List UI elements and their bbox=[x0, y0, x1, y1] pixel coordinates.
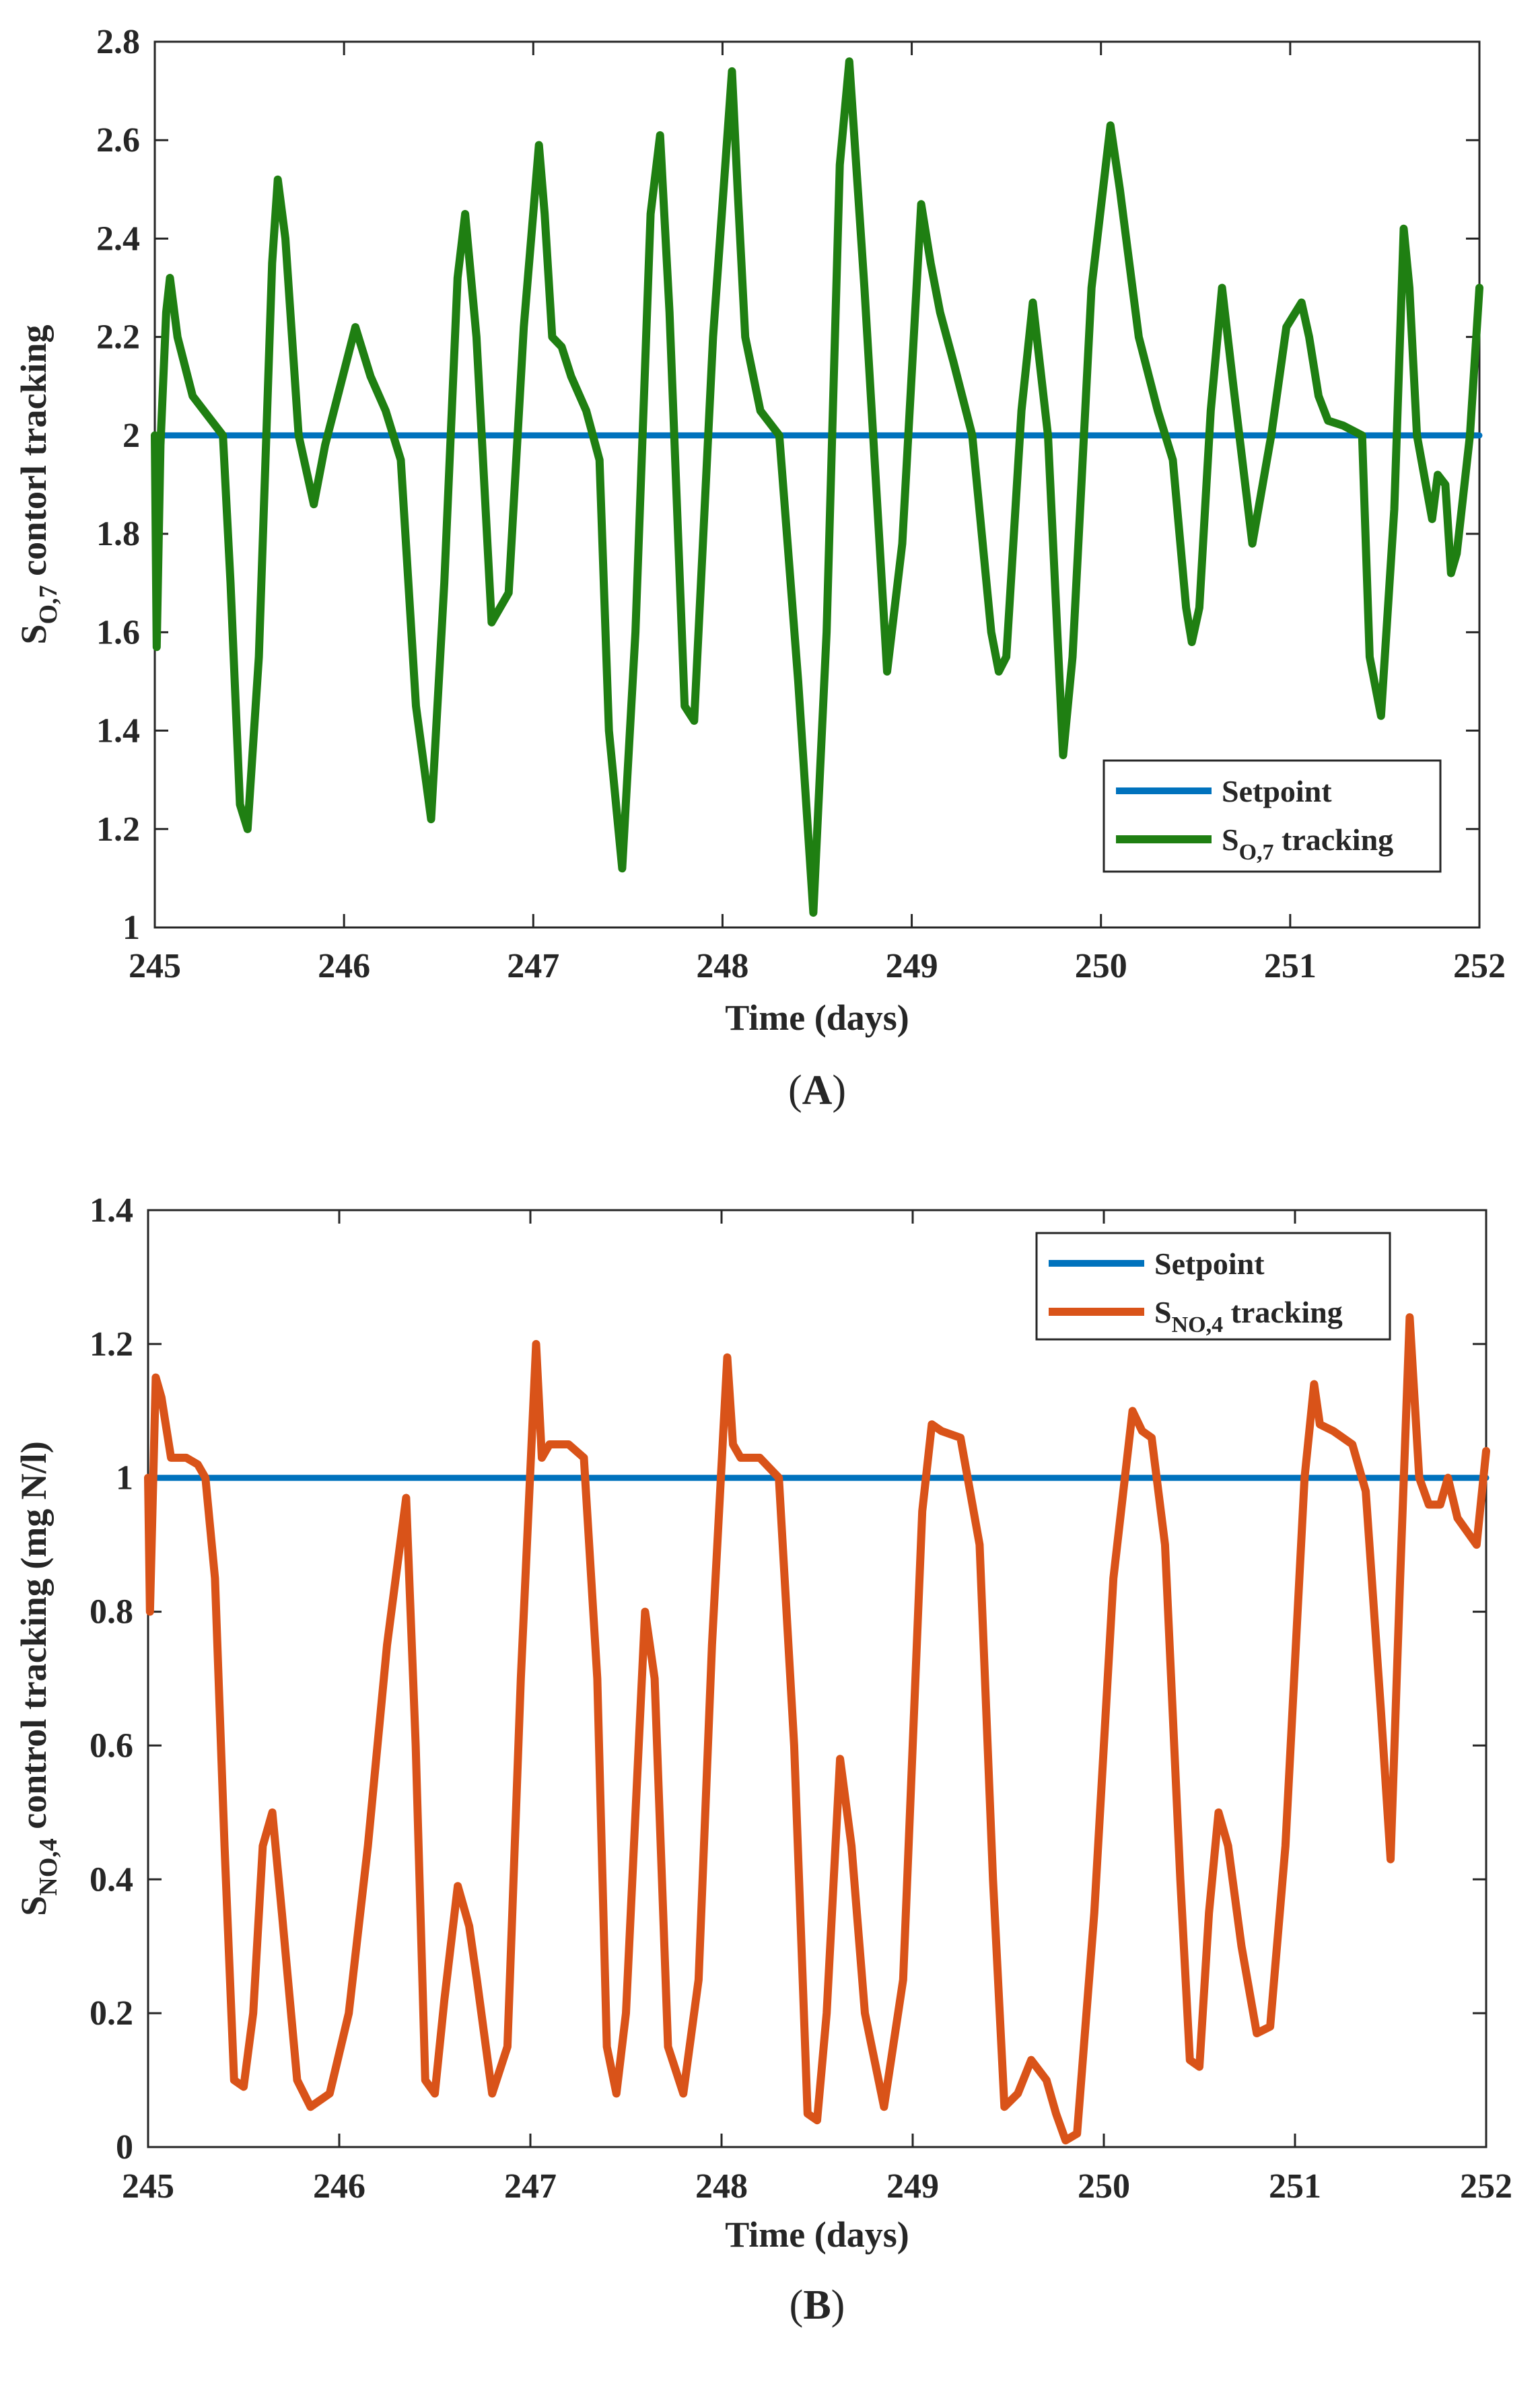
y-axis-label-rest: control tracking (mg N/l) bbox=[13, 1441, 54, 1838]
y-tick-label: 0 bbox=[116, 2128, 133, 2167]
caption-paren-close: ) bbox=[831, 2282, 845, 2328]
y-tick-label: 1.6 bbox=[96, 613, 140, 652]
x-tick-label: 247 bbox=[504, 2167, 557, 2206]
series-line-tracking bbox=[151, 57, 1483, 917]
x-tick-label: 247 bbox=[507, 947, 559, 985]
caption-label: B bbox=[803, 2282, 831, 2328]
y-tick-label: 0.8 bbox=[90, 1593, 133, 1631]
series-line-tracking bbox=[144, 1313, 1490, 2145]
caption-label: A bbox=[802, 1067, 833, 1113]
y-tick-label: 2.6 bbox=[96, 121, 140, 160]
legend-entry-sub: NO,4 bbox=[1172, 1312, 1224, 1337]
y-axis-label-main: S bbox=[13, 1896, 54, 1916]
legend-entry-main: S bbox=[1222, 822, 1239, 857]
legend-box bbox=[1102, 759, 1442, 873]
legend-entry-label: Setpoint bbox=[1222, 774, 1332, 808]
x-axis-label: Time (days) bbox=[725, 997, 909, 1038]
x-tick-label: 249 bbox=[886, 2167, 939, 2206]
y-tick-label: 1.2 bbox=[96, 810, 140, 849]
caption-paren-close: ) bbox=[832, 1067, 846, 1113]
legend-entry-sub: O,7 bbox=[1239, 840, 1274, 865]
legend-entry-main: Setpoint bbox=[1154, 1246, 1265, 1281]
x-tick-label: 252 bbox=[1460, 2167, 1512, 2206]
legend-entry-label: SO,7 tracking bbox=[1222, 822, 1393, 865]
legend-entry-main: S bbox=[1154, 1295, 1172, 1329]
plot-area bbox=[147, 1209, 1488, 2148]
y-axis-label-rest: contorl tracking bbox=[13, 324, 54, 585]
y-axis-label: SNO,4 control tracking (mg N/l) bbox=[13, 1441, 63, 1916]
y-tick-label: 1.4 bbox=[96, 712, 140, 750]
x-tick-label: 250 bbox=[1075, 947, 1127, 985]
y-axis-label-sub: NO,4 bbox=[34, 1838, 63, 1896]
chart-panel-b: 245 246 247 248 249 250 251 252 0 0.2 0.4 0.6 0.8 1 1.… bbox=[13, 1191, 1512, 2328]
legend-entry-rest: tracking bbox=[1274, 822, 1394, 857]
x-tick-label: 246 bbox=[313, 2167, 365, 2206]
y-tick-label: 0.6 bbox=[90, 1726, 133, 1765]
y-tick-label: 1 bbox=[123, 909, 140, 947]
legend-entry-label: Setpoint bbox=[1154, 1246, 1265, 1281]
x-tick-label: 248 bbox=[696, 947, 748, 985]
x-tick-label: 250 bbox=[1078, 2167, 1130, 2206]
x-tick-label: 245 bbox=[122, 2167, 174, 2206]
caption-paren-open: ( bbox=[788, 1067, 802, 1113]
y-tick-label: 1 bbox=[116, 1459, 133, 1498]
y-axis-label-sub: O,7 bbox=[34, 585, 63, 624]
caption-paren-open: ( bbox=[790, 2282, 804, 2328]
y-tick-label: 2.8 bbox=[96, 23, 140, 61]
legend-entry-main: Setpoint bbox=[1222, 774, 1332, 808]
x-tick-label: 245 bbox=[129, 947, 181, 985]
panel-caption: (B) bbox=[790, 2282, 845, 2328]
panel-caption: (A) bbox=[788, 1067, 846, 1113]
y-tick-label: 1.2 bbox=[90, 1325, 133, 1364]
y-axis-label-main: S bbox=[13, 624, 54, 644]
chart-panel-a: 245 246 247 248 249 250 251 252 1 1.2 1.4 1.6 1.8 2 2.… bbox=[13, 23, 1506, 1113]
x-tick-label: 248 bbox=[695, 2167, 748, 2206]
legend-entry-rest: tracking bbox=[1223, 1295, 1343, 1329]
y-tick-label: 0.4 bbox=[90, 1860, 133, 1899]
y-tick-label: 2.4 bbox=[96, 219, 140, 258]
x-axis-label: Time (days) bbox=[725, 2214, 909, 2255]
x-tick-label: 252 bbox=[1453, 947, 1506, 985]
x-tick-label: 249 bbox=[886, 947, 938, 985]
y-axis-label: SO,7 contorl tracking bbox=[13, 324, 63, 644]
y-tick-label: 1.4 bbox=[90, 1191, 133, 1230]
y-tick-label: 1.8 bbox=[96, 515, 140, 553]
legend-box bbox=[1035, 1232, 1391, 1341]
y-tick-label: 2 bbox=[123, 417, 140, 455]
legend-entry-label: SNO,4 tracking bbox=[1154, 1295, 1343, 1337]
x-tick-label: 251 bbox=[1269, 2167, 1321, 2206]
x-tick-label: 246 bbox=[318, 947, 370, 985]
y-tick-label: 2.2 bbox=[96, 318, 140, 357]
x-tick-label: 251 bbox=[1264, 947, 1317, 985]
y-tick-label: 0.2 bbox=[90, 1994, 133, 2033]
